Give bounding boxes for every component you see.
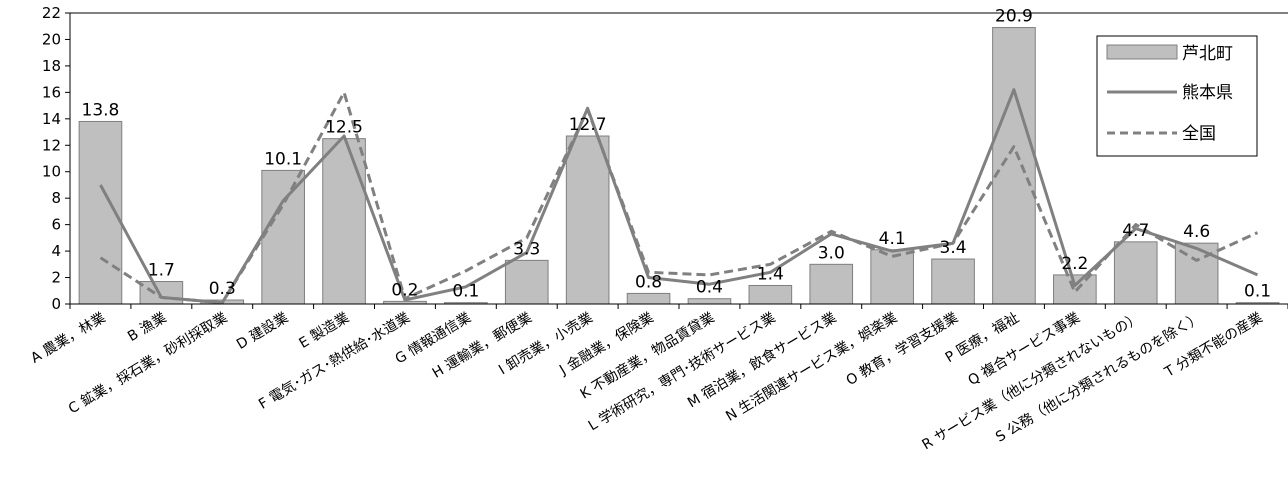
bar-data-label: 0.4 <box>696 278 723 298</box>
y-tick-label: 20 <box>42 30 61 48</box>
bar-data-label: 1.4 <box>757 264 784 284</box>
legend-bar-swatch <box>1106 44 1178 60</box>
bar <box>139 281 184 305</box>
y-tick-label: 14 <box>42 110 61 128</box>
bar <box>261 169 305 305</box>
bar <box>931 258 975 305</box>
y-tick-label: 2 <box>51 269 61 287</box>
bar <box>748 284 793 305</box>
bar-data-label: 1.7 <box>148 261 175 281</box>
bar-data-label: 4.1 <box>879 229 906 249</box>
bar <box>1113 241 1158 305</box>
bar-data-label: 0.3 <box>209 279 236 299</box>
y-tick-label: 10 <box>42 163 61 181</box>
bar <box>992 27 1036 305</box>
bar <box>626 292 671 305</box>
x-category-label: R サービス業（他に分類されないもの） <box>919 310 1143 454</box>
bar-data-label: 3.3 <box>513 239 540 259</box>
bar <box>322 138 366 305</box>
y-tick-label: 12 <box>42 136 61 154</box>
data-labels: 13.8 1.7 0.3 10.1 12.5 0.2 0.1 3.3 12.7 0.8 0.4 1.4… <box>82 7 1272 302</box>
bar-data-label: 12.5 <box>325 118 363 138</box>
y-tick-label: 18 <box>42 57 61 75</box>
bar-data-label: 12.7 <box>569 115 607 135</box>
legend-label-ashikita: 芦北町 <box>1182 44 1233 64</box>
line-kumamoto <box>99 88 1259 305</box>
bar-data-label: 10.1 <box>264 149 302 169</box>
bar <box>1053 274 1097 305</box>
bar-data-label: 0.2 <box>391 280 418 300</box>
bar-data-label: 2.2 <box>1061 254 1088 274</box>
bar <box>809 263 854 305</box>
legend-label-national: 全国 <box>1182 124 1216 144</box>
line-national <box>99 90 1259 305</box>
bar <box>870 249 914 305</box>
y-tick-label: 16 <box>42 83 61 101</box>
x-category-label: B 漁業 <box>125 310 169 345</box>
bar <box>687 298 732 305</box>
x-category-label: O 教育，学習支援業 <box>844 310 962 389</box>
bar-data-label: 0.8 <box>635 272 662 292</box>
x-category-label: H 運輸業，郵便業 <box>430 310 535 382</box>
y-tick-label: 0 <box>51 295 61 313</box>
y-tick-label: 8 <box>51 189 61 207</box>
y-axis: 0 2 4 6 8 10 12 14 16 18 20 22 <box>42 4 1288 313</box>
line-series <box>99 88 1259 305</box>
legend-label-kumamoto: 熊本県 <box>1182 83 1233 103</box>
bar <box>565 135 610 305</box>
bar-data-label: 4.7 <box>1122 221 1149 241</box>
bar <box>504 259 549 305</box>
bar-data-label: 3.4 <box>940 238 967 258</box>
bar-data-label: 4.6 <box>1183 222 1210 242</box>
y-tick-label: 6 <box>51 216 61 234</box>
y-tick-label: 22 <box>42 4 61 22</box>
bar-data-label: 3.0 <box>818 243 845 263</box>
bar-data-label: 13.8 <box>82 100 120 120</box>
legend: 芦北町 熊本県 全国 <box>1096 35 1258 157</box>
bar-data-label: 0.1 <box>452 282 479 302</box>
x-category-label: A 農業，林業 <box>28 310 108 367</box>
x-category-label: D 建設業 <box>234 310 291 353</box>
y-tick-label: 4 <box>51 242 61 260</box>
bar-data-label: 0.1 <box>1244 282 1271 302</box>
bar-series <box>78 27 1280 305</box>
bar-data-label: 20.9 <box>995 7 1033 27</box>
